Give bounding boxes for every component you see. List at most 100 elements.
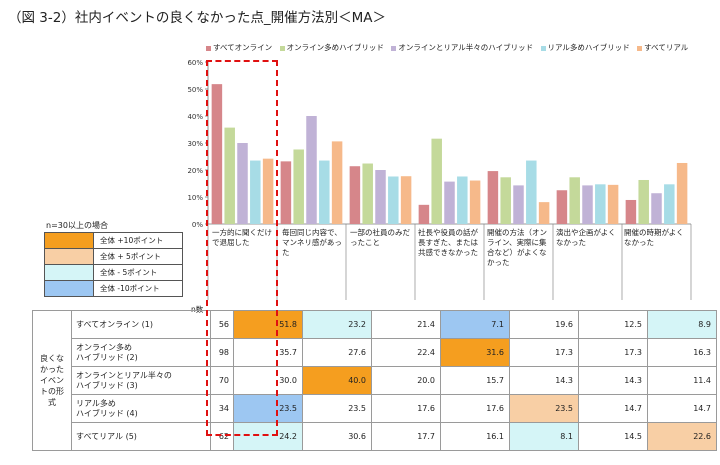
table-cell: 17.7 [371,422,441,451]
table-cell: 22.4 [371,338,441,367]
legend-item-4: リアル多めハイブリッド [540,42,630,53]
table-cell: 16.3 [647,338,717,367]
row-label: オンラインとリアル半々の ハイブリッド (3) [71,366,211,395]
key-row: 全体 +10ポイント [44,232,183,249]
bar [582,185,593,224]
bar [375,170,386,224]
table-cell: 14.3 [509,366,579,395]
table-cell: 17.3 [509,338,579,367]
bar [211,84,223,224]
table-cell: 14.7 [578,394,648,423]
bar [651,193,662,224]
table-cell: 27.6 [302,338,372,367]
bar [444,181,455,224]
category-label: 一方的に聞くだけで退屈した [212,228,272,247]
category-label: 演出や企画がよくなかった [556,228,616,247]
data-table: 良くなかったイベントの形式 すべてオンライン (1) 56 51.8 23.2 … [32,310,717,451]
key-row: 全体 - 5ポイント [44,264,183,281]
key-label: 全体 + 5ポイント [93,248,183,265]
legend-item-2: オンライン多めハイブリッド [279,42,384,53]
key-swatch-up5 [44,248,94,265]
table-cell: 14.5 [578,422,648,451]
row-n: 98 [210,338,234,367]
bar [319,160,330,224]
bar [664,184,675,224]
bar [388,176,399,224]
table-cell: 40.0 [302,366,372,395]
bar [431,138,442,224]
table-cell: 23.5 [233,394,303,423]
bar [362,163,373,224]
bar [638,179,649,224]
table-cell: 23.5 [302,394,372,423]
bar [538,202,550,224]
key-label: 全体 - 5ポイント [93,264,183,281]
table-cell: 17.6 [371,394,441,423]
table-cell: 31.6 [440,338,510,367]
legend-swatch [206,45,211,51]
bar [595,184,606,224]
figure-title: （図 3-2）社内イベントの良くなかった点_開催方法別＜MA＞ [8,10,386,26]
table-cell: 23.5 [509,394,579,423]
bar [306,116,317,224]
legend-swatch [391,45,397,51]
table-cell: 17.3 [578,338,648,367]
table-cell: 30.6 [302,422,372,451]
category-label: 社長や役員の話が長すぎた、または共感できなかった [418,228,478,257]
category-label: 一部の社員のみだったこと [350,228,410,247]
bar [487,171,499,224]
legend-item-5: すべてリアル [637,42,688,53]
table-cell: 16.1 [440,422,510,451]
bar [457,176,468,224]
y-tick-label: 30% [187,140,203,148]
table-cell: 24.2 [233,422,303,451]
table-cell: 20.0 [371,366,441,395]
bar [469,180,481,224]
legend-item-1: すべてオンライン [206,42,272,53]
row-label: オンライン多め ハイブリッド (2) [71,338,211,367]
table-cell: 8.9 [647,310,717,339]
category-label: 毎回同じ内容で、マンネリ感があった [282,228,342,257]
bar [293,149,304,224]
table-cell: 14.7 [647,394,717,423]
legend-swatch [540,45,546,51]
key-label: 全体 -10ポイント [93,280,183,297]
row-label: リアル多め ハイブリッド (4) [71,394,211,423]
legend-swatch [279,45,285,51]
bar [676,162,688,224]
bar [250,160,261,224]
color-key: 全体 +10ポイント 全体 + 5ポイント 全体 - 5ポイント 全体 -10ポ… [44,232,183,297]
bar [400,176,412,224]
key-swatch-down5 [44,264,94,281]
row-n: 34 [210,394,234,423]
table-cell: 22.6 [647,422,717,451]
row-n: 62 [210,422,234,451]
chart-legend: すべてオンライン オンライン多めハイブリッド オンラインとリアル半々のハイブリッ… [206,42,716,53]
bar [280,161,292,224]
legend-label: オンライン多めハイブリッド [286,43,384,52]
table-side-label: 良くなかったイベントの形式 [32,310,72,451]
y-tick-label: 10% [187,194,203,202]
table-row: オンラインとリアル半々の ハイブリッド (3) 70 30.0 40.0 20.… [33,366,717,395]
table-cell: 17.6 [440,394,510,423]
bar [569,177,580,224]
bar [262,158,274,224]
table-row: オンライン多め ハイブリッド (2) 98 35.7 27.6 22.4 31.… [33,338,717,367]
legend-item-3: オンラインとリアル半々のハイブリッド [391,42,533,53]
table-cell: 7.1 [440,310,510,339]
n-header: n数 [191,305,204,314]
bar [556,190,568,224]
y-tick-label: 0% [192,221,203,229]
y-tick-label: 60% [187,59,203,67]
table-cell: 12.5 [578,310,648,339]
key-swatch-up10 [44,232,94,249]
legend-label: すべてリアル [644,43,689,52]
bar [513,185,524,224]
table-cell: 11.4 [647,366,717,395]
legend-label: リアル多めハイブリッド [547,43,630,52]
bar [418,204,430,224]
bar [607,184,619,224]
table-row: すべてリアル (5) 62 24.2 30.6 17.7 16.1 8.1 14… [33,422,717,451]
row-label: すべてオンライン (1) [71,310,211,339]
